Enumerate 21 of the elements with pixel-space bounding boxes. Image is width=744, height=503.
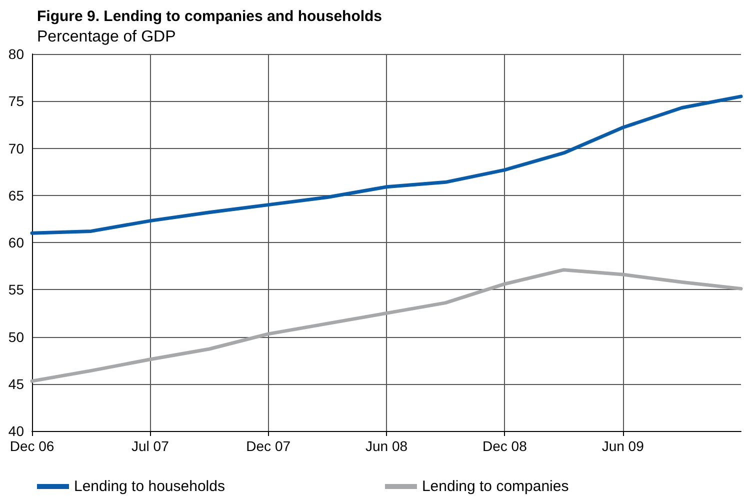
- x-tick-label: Dec 08: [482, 438, 528, 454]
- x-tick-label: Dec 07: [246, 438, 291, 454]
- chart-title: Figure 9. Lending to companies and households: [37, 8, 382, 25]
- line-series: [30, 268, 743, 383]
- x-tick-label: Dec 06: [10, 438, 54, 454]
- chart-subtitle: Percentage of GDP: [37, 28, 176, 46]
- y-tick-label: 65: [8, 187, 24, 204]
- y-tick-label: 40: [8, 423, 24, 439]
- y-tick-label: 50: [8, 328, 24, 345]
- y-tick-label: 70: [8, 140, 24, 156]
- y-tick-label: 45: [8, 376, 24, 392]
- legend-label: Lending to households: [74, 478, 225, 495]
- line-series: [30, 94, 743, 235]
- y-tick-label: 60: [8, 234, 24, 250]
- x-tick-label: Jun 09: [602, 438, 644, 454]
- x-tick-label: Jun 08: [365, 438, 408, 454]
- legend-label: Lending to companies: [422, 478, 569, 495]
- y-tick-label: 75: [8, 93, 24, 110]
- y-tick-label: 55: [8, 282, 24, 298]
- x-tick-label: Jul 07: [131, 438, 170, 454]
- y-tick-label: 80: [8, 46, 24, 62]
